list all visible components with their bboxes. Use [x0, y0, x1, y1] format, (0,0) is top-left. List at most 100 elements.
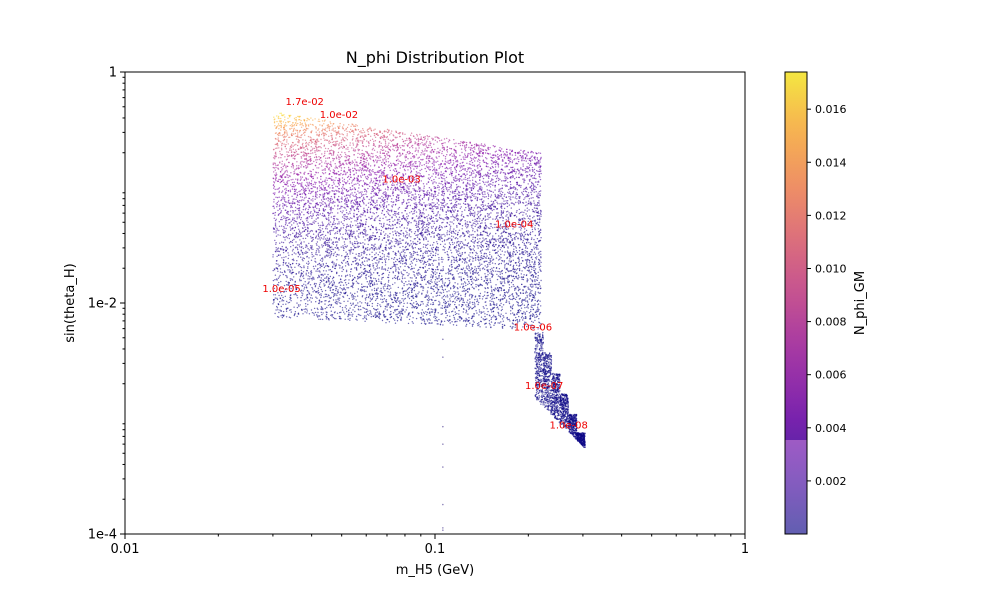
scatter-point: [305, 196, 307, 198]
scatter-point: [314, 164, 317, 166]
scatter-point: [403, 233, 405, 235]
scatter-point: [530, 175, 532, 178]
scatter-point: [339, 125, 341, 127]
scatter-point: [491, 267, 493, 269]
scatter-point: [487, 248, 489, 251]
scatter-point: [464, 150, 467, 152]
scatter-point: [426, 192, 428, 194]
scatter-point: [377, 302, 379, 305]
scatter-point: [447, 284, 449, 287]
scatter-point: [463, 233, 465, 235]
scatter-point: [389, 304, 392, 306]
scatter-point: [344, 306, 346, 308]
scatter-point: [423, 275, 425, 278]
scatter-point: [441, 152, 443, 155]
scatter-point: [369, 154, 371, 156]
scatter-point: [351, 199, 354, 202]
scatter-point: [307, 212, 310, 215]
scatter-point: [381, 149, 384, 152]
scatter-point: [537, 192, 539, 194]
scatter-point: [337, 200, 339, 202]
scatter-point: [384, 261, 387, 264]
scatter-point: [390, 247, 392, 249]
scatter-point: [486, 213, 489, 215]
scatter-point: [363, 252, 365, 255]
scatter-point: [277, 125, 279, 127]
scatter-point: [385, 258, 387, 260]
scatter-point: [380, 149, 382, 151]
scatter-point: [374, 314, 376, 316]
scatter-point: [428, 157, 431, 159]
scatter-point: [361, 286, 363, 288]
scatter-point: [365, 223, 367, 226]
scatter-point: [360, 130, 362, 132]
scatter-point: [403, 227, 406, 229]
scatter-point: [538, 225, 540, 227]
scatter-point: [389, 178, 392, 180]
scatter-point: [484, 145, 486, 147]
scatter-point: [520, 317, 523, 319]
scatter-point: [438, 216, 441, 219]
scatter-point: [406, 316, 408, 318]
scatter-point: [479, 238, 481, 240]
scatter-point: [524, 197, 526, 199]
scatter-point: [323, 137, 325, 139]
scatter-point: [302, 142, 304, 145]
scatter-point: [299, 266, 301, 268]
scatter-point: [433, 143, 435, 145]
scatter-point: [491, 298, 493, 300]
scatter-point: [466, 306, 468, 308]
scatter-point: [462, 287, 464, 289]
scatter-point: [322, 132, 324, 134]
scatter-point: [326, 250, 328, 252]
scatter-point: [334, 301, 336, 304]
scatter-point: [332, 243, 335, 246]
scatter-point: [300, 151, 302, 153]
scatter-point: [433, 178, 435, 181]
scatter-point: [324, 256, 326, 259]
scatter-point: [466, 221, 468, 223]
scatter-point: [374, 173, 376, 176]
scatter-point: [374, 269, 376, 271]
scatter-point: [431, 270, 433, 273]
scatter-point: [492, 166, 494, 169]
scatter-point: [401, 192, 403, 195]
scatter-point: [413, 202, 415, 205]
scatter-point: [429, 264, 431, 266]
scatter-point: [317, 263, 319, 266]
scatter-point: [278, 196, 280, 198]
scatter-point: [486, 207, 488, 210]
scatter-point: [311, 256, 313, 258]
scatter-point: [428, 146, 430, 149]
scatter-point: [504, 227, 506, 229]
scatter-point: [505, 244, 507, 246]
scatter-point: [289, 290, 291, 292]
scatter-point: [388, 279, 390, 282]
scatter-point: [319, 271, 321, 273]
scatter-point: [300, 185, 302, 187]
scatter-point: [533, 202, 535, 204]
scatter-point: [444, 306, 446, 309]
scatter-point: [399, 161, 402, 163]
scatter-point: [295, 235, 298, 238]
scatter-point: [466, 197, 469, 199]
scatter-point: [371, 138, 374, 140]
scatter-point: [351, 162, 353, 164]
scatter-point: [453, 278, 456, 280]
scatter-point: [385, 180, 387, 182]
scatter-point: [287, 155, 289, 158]
scatter-point: [534, 253, 537, 255]
scatter-point: [440, 307, 442, 309]
scatter-point: [291, 127, 293, 130]
scatter-point: [282, 207, 284, 209]
scatter-point: [394, 319, 396, 321]
scatter-point: [466, 265, 468, 267]
scatter-point: [324, 234, 327, 237]
scatter-point: [485, 165, 488, 167]
scatter-point: [469, 252, 471, 254]
scatter-point: [473, 268, 476, 271]
scatter-point: [491, 311, 493, 313]
scatter-point: [272, 166, 274, 169]
scatter-point: [298, 272, 300, 274]
scatter-point: [340, 146, 342, 148]
